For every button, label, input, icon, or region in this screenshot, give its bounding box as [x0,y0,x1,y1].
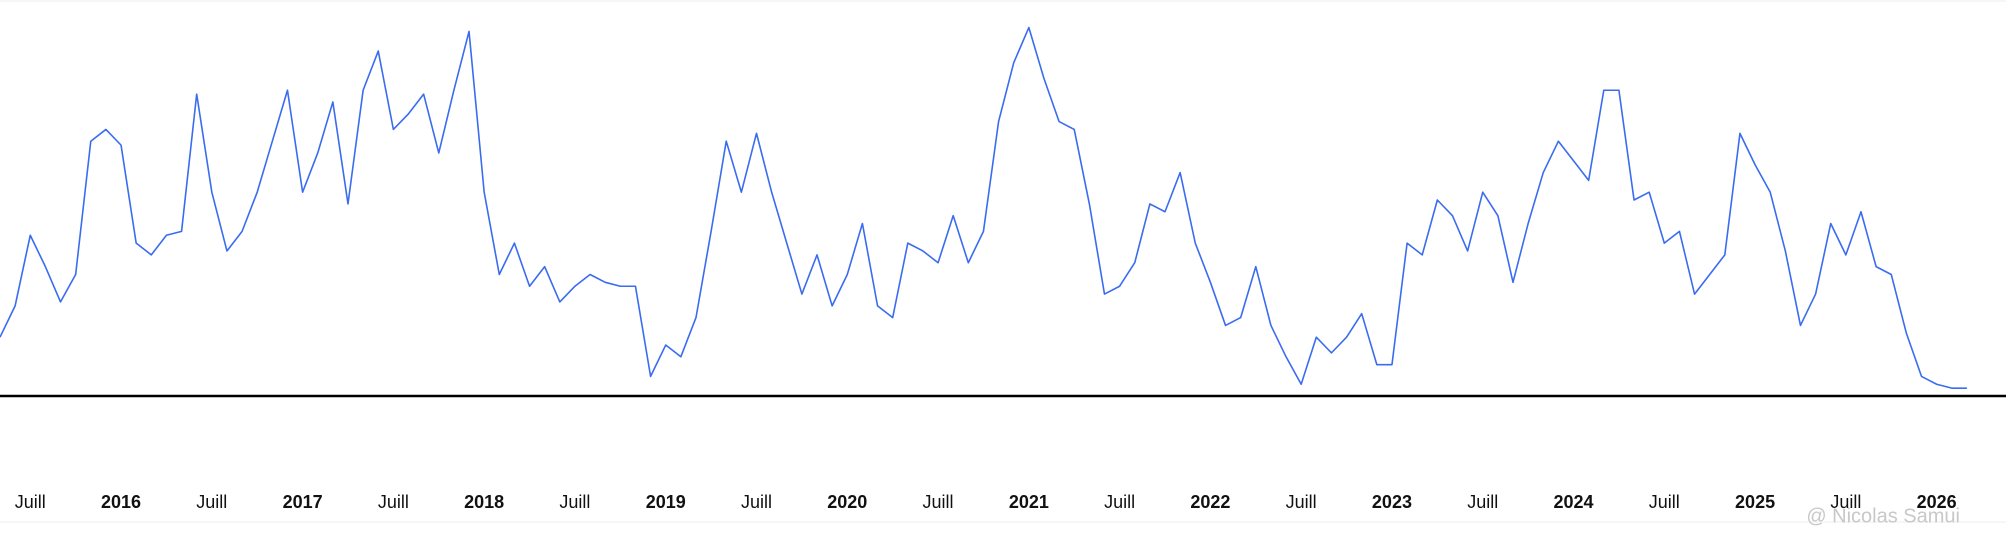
x-tick-label: 2022 [1190,492,1230,512]
x-tick-label: 2018 [464,492,504,512]
watermark: @ Nicolas Samui [1806,505,1960,527]
x-tick-label: 2017 [283,492,323,512]
x-tick-label: Juill [1830,492,1861,512]
x-tick-label: Juill [15,492,46,512]
x-tick-label: 2016 [101,492,141,512]
x-tick-label: 2023 [1372,492,1412,512]
x-tick-label: Juill [378,492,409,512]
x-tick-label: Juill [741,492,772,512]
x-tick-label: Juill [559,492,590,512]
x-tick-label: 2026 [1917,492,1957,512]
x-tick-label: Juill [923,492,954,512]
x-tick-label: Juill [1649,492,1680,512]
x-tick-label: 2024 [1553,492,1593,512]
x-tick-label: 2020 [827,492,867,512]
x-tick-label: Juill [1104,492,1135,512]
x-tick-label: Juill [1286,492,1317,512]
x-tick-label: 2021 [1009,492,1049,512]
x-tick-label: Juill [1467,492,1498,512]
x-tick-label: Juill [196,492,227,512]
x-tick-label: 2025 [1735,492,1775,512]
x-tick-label: 2019 [646,492,686,512]
line [0,26,1967,389]
